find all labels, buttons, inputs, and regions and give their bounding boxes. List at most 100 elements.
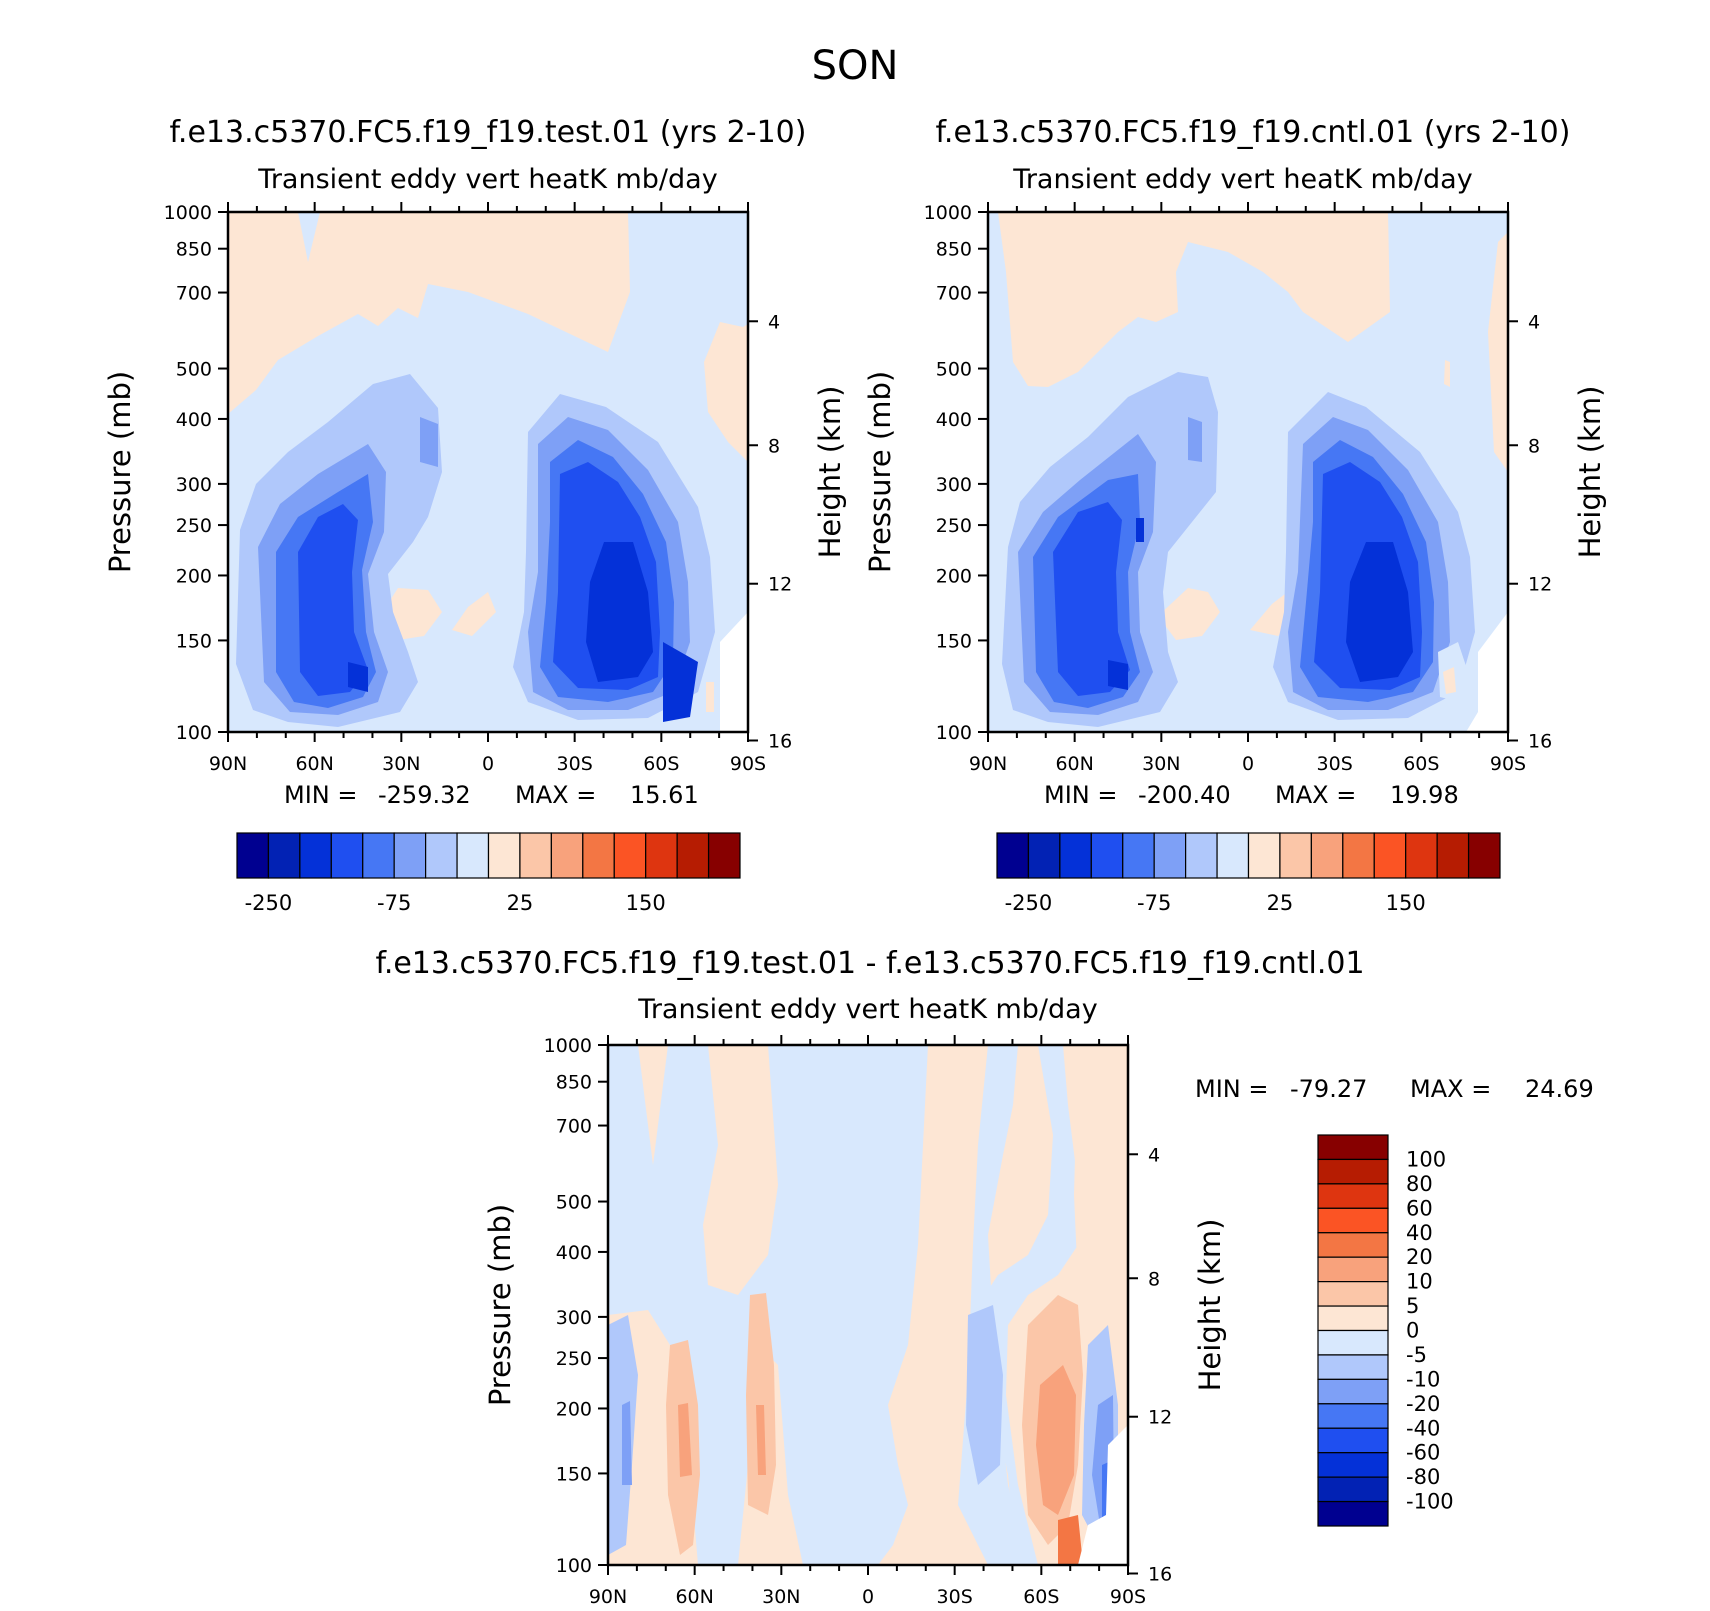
y-tick-label: 100 [176,722,212,744]
colorbar-box [456,832,490,879]
colorbar-label: 60 [1406,1196,1433,1220]
colorbar-label: -250 [245,891,293,915]
y-tick-label: 300 [176,474,212,496]
max-label: MAX = [1275,781,1356,809]
contour-band-north-small [1188,417,1202,462]
max-label: MAX = [515,781,596,809]
min-value: -79.27 [1290,1075,1367,1103]
colorbar-label: -20 [1406,1392,1440,1416]
max-value: 24.69 [1525,1075,1594,1103]
y-tick-label: 500 [556,1192,592,1214]
contour-core-north [348,662,368,692]
y2-tick-label: 16 [1148,1563,1172,1585]
colorbar-box [1317,1354,1389,1380]
x-tick-label: 90N [209,753,247,775]
panel-title: f.e13.c5370.FC5.f19_f19.test.01 (yrs 2-1… [170,115,807,150]
y2-tick-label: 8 [1528,435,1540,457]
min-label: MIN = [284,781,357,809]
colorbar-box [1247,832,1281,879]
colorbar-box [1317,1256,1389,1283]
negative-region-north [608,1045,876,1565]
min-max-stats: MIN = -79.27 MAX = 24.69 [1195,1075,1594,1103]
colorbar-box [996,832,1030,879]
colorbar-box [1027,832,1061,879]
colorbar-box [1317,1378,1389,1405]
colorbar-label: 25 [1267,891,1294,915]
colorbar-box [1467,832,1501,879]
y-tick-label: 850 [176,239,212,261]
colorbar-box [1059,832,1092,879]
colorbar-label: -100 [1406,1490,1454,1514]
contour-field [988,212,1508,732]
y-tick-label: 500 [936,359,972,381]
y-tick-label: 850 [936,239,972,261]
colorbar-label: -10 [1406,1367,1440,1391]
positive-band-mid-north-core [756,1405,766,1475]
colorbar-box [362,832,395,879]
contour-core-north-small [1136,518,1144,542]
y-tick-label: 200 [936,565,972,587]
y-tick-label: 300 [936,474,972,496]
x-tick-label: 0 [482,753,494,775]
colorbar-label: 25 [507,891,534,915]
positive-region-upper-south [1488,232,1508,472]
colorbar-box [1317,1500,1389,1527]
positive-band-mid-north [746,1293,776,1515]
x-tick-label: 30S [937,1586,973,1608]
contour-field [228,212,748,732]
contour-band-north-small [420,417,438,467]
colorbar-box [267,832,301,879]
y-tick-label: 1000 [544,1035,592,1057]
colorbar-box [1317,1158,1389,1185]
min-value: -259.32 [378,781,471,809]
panel-subtitle: Transient eddy vert heatK mb/day [1012,164,1472,195]
y2-tick-label: 4 [1528,311,1540,333]
positive-region-upper-south [704,322,748,462]
y-tick-label: 250 [556,1348,592,1370]
colorbar-box [613,832,647,879]
colorbar-label: 150 [626,891,666,915]
positive-region-mid-left [1158,588,1220,640]
contour-band-north [1053,502,1130,696]
colorbar-box [1405,832,1438,879]
figure-title: SON [812,43,899,89]
y2-tick-label: 4 [1148,1144,1160,1166]
missing-data-region [1078,1425,1128,1565]
x-tick-label: 0 [1242,753,1254,775]
x-tick-label: 60S [1403,753,1439,775]
x-tick-label: 90N [589,1586,627,1608]
panel-title: f.e13.c5370.FC5.f19_f19.test.01 - f.e13.… [375,946,1364,981]
y2-axis-label: Height (km) [1573,386,1607,559]
y-tick-label: 1000 [164,202,212,224]
y-tick-label: 850 [556,1072,592,1094]
panel-subtitle: Transient eddy vert heatK mb/day [637,994,1097,1025]
colorbar-box [1310,832,1344,879]
x-tick-label: 90S [1490,753,1526,775]
x-tick-label: 30N [762,1586,800,1608]
colorbar-box [1185,832,1218,879]
colorbar-box [1317,1183,1389,1209]
x-tick-label: 90N [969,753,1007,775]
colorbar-label: -75 [1137,891,1171,915]
positive-region-mid-right [452,592,496,636]
colorbar-box [707,832,741,879]
contour-core-south-polar [663,642,698,722]
contour-field [608,1045,1128,1565]
x-tick-label: 30S [1317,753,1353,775]
min-value: -200.40 [1138,781,1231,809]
colorbar-box [1153,832,1187,879]
contour-core-south [1346,542,1413,682]
x-tick-label: 60S [1023,1586,1059,1608]
x-tick-label: 0 [862,1586,874,1608]
colorbar-box [1279,832,1312,879]
colorbar-label: 100 [1406,1147,1446,1171]
negative-region-south-narrow [978,1045,1078,1565]
contour-core-south [586,542,653,682]
y2-tick-label: 8 [768,435,780,457]
colorbar-label: -60 [1406,1441,1440,1465]
positive-region-upper-north [228,212,630,414]
colorbar-label: 0 [1406,1319,1419,1343]
colorbar-box [1317,1281,1389,1307]
